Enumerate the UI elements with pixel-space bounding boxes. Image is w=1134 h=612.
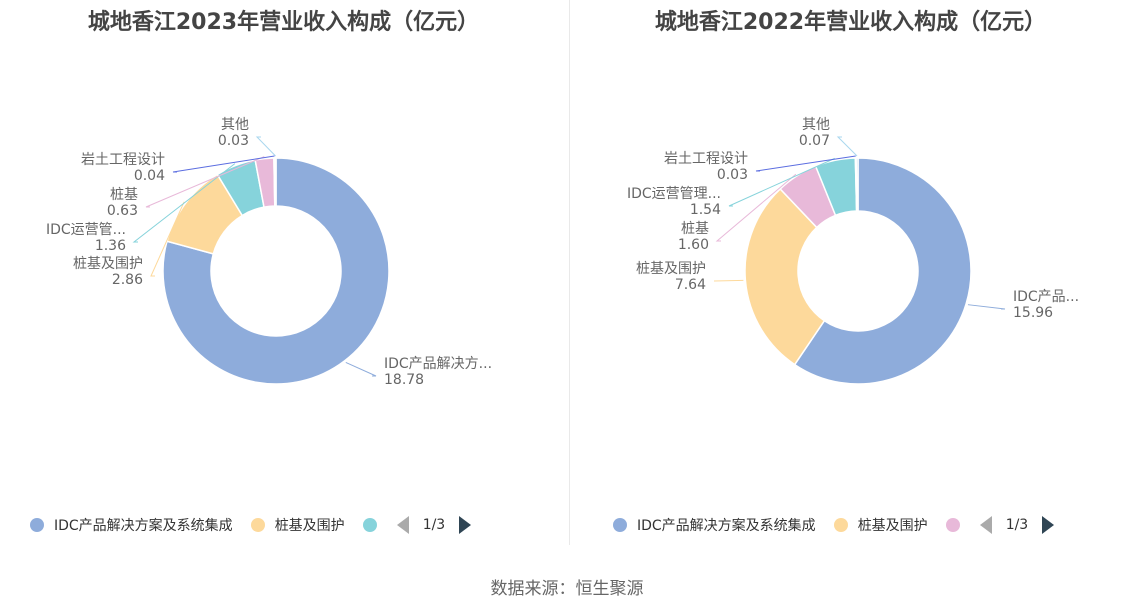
legend-pager: 1/3	[979, 516, 1055, 534]
legend-label: 桩基及围护	[857, 518, 928, 534]
label-leader-line	[132, 163, 236, 243]
slice-label: 桩基及围护	[73, 255, 143, 272]
label-leader-line	[715, 173, 797, 242]
panel-divider	[569, 0, 570, 545]
legend-item[interactable]: IDC产品解决方案及系统集成	[30, 515, 233, 535]
legend-page-number: 1/3	[1005, 517, 1029, 533]
slice-value-label: 1.54	[690, 202, 721, 218]
slice-label: IDC产品解决方...	[384, 356, 492, 372]
legend-label: IDC产品解决方案及系统集成	[54, 518, 233, 534]
slice-value-label: 0.03	[717, 167, 748, 183]
slice-label: 岩土工程设计	[664, 151, 748, 167]
legend-dot	[362, 518, 377, 532]
legend-dot	[945, 518, 960, 532]
label-leader-line	[145, 156, 265, 208]
next-page-icon[interactable]	[459, 516, 472, 534]
slice-label: 桩基	[681, 220, 709, 237]
slice-label: IDC运营管...	[46, 222, 126, 238]
prev-page-icon[interactable]	[396, 516, 409, 534]
next-page-icon[interactable]	[1042, 516, 1055, 534]
chart-2023: 城地香江2023年营业收入构成（亿元） IDC产品解决方... 18.78 桩基及围…	[0, 0, 567, 545]
chart-title: 城地香江2023年营业收入构成（亿元）	[87, 10, 480, 35]
label-leader-line	[713, 279, 744, 282]
slice-label: 其他	[221, 117, 249, 133]
slice-value-label: 1.36	[95, 238, 126, 254]
slice-label: IDC运营管理...	[627, 186, 721, 202]
slice-value-label: 0.03	[218, 133, 249, 149]
slice-value-label: 1.60	[678, 237, 709, 253]
legend-label: 桩基及围护	[274, 518, 345, 534]
label-leader-line	[255, 136, 276, 157]
legend-page-number: 1/3	[422, 517, 446, 533]
prev-page-icon[interactable]	[979, 516, 992, 534]
slice-label: 岩土工程设计	[81, 152, 165, 168]
label-leader-line	[172, 155, 275, 173]
slice-value-label: 2.86	[112, 272, 143, 288]
label-leader-line	[836, 136, 858, 157]
slice-value-label: 7.64	[675, 277, 706, 293]
slice-value-label: 15.96	[1013, 305, 1053, 321]
legend-dot	[30, 518, 44, 532]
legend-dot	[613, 518, 627, 532]
slice-label: 桩基及围护	[636, 260, 706, 277]
slice-label: 桩基	[110, 186, 138, 203]
pie-slice[interactable]	[744, 187, 826, 366]
legend-dot	[250, 518, 265, 532]
label-leader-line	[755, 155, 856, 172]
slice-value-label: 0.04	[134, 168, 165, 184]
slice-value-label: 0.07	[799, 133, 830, 149]
legend: IDC产品解决方案及系统集成 桩基及围护 1/3	[30, 513, 472, 537]
legend-pager: 1/3	[396, 516, 472, 534]
slice-value-label: 0.63	[107, 203, 138, 219]
pie-slice[interactable]	[793, 157, 972, 385]
legend-label: IDC产品解决方案及系统集成	[637, 518, 816, 534]
slice-label: IDC产品...	[1013, 289, 1079, 305]
label-leader-line	[150, 201, 185, 277]
label-leader-line	[728, 157, 835, 207]
legend-item[interactable]: 桩基及围护	[250, 515, 345, 535]
legend-item[interactable]	[362, 518, 387, 532]
pie-slice[interactable]	[855, 157, 859, 212]
label-leader-line	[345, 361, 377, 377]
legend-item[interactable]: IDC产品解决方案及系统集成	[613, 515, 816, 535]
slice-label: 其他	[802, 117, 830, 133]
pie-slice[interactable]	[162, 157, 390, 385]
legend-dot	[833, 518, 848, 532]
pie-slice[interactable]	[274, 157, 277, 207]
label-leader-line	[967, 304, 1006, 310]
legend-item[interactable]	[945, 518, 970, 532]
slice-value-label: 18.78	[384, 372, 424, 388]
data-source: 数据来源：恒生聚源	[490, 579, 644, 599]
chart-2022: 城地香江2022年营业收入构成（亿元） IDC产品... 15.96 桩基及围护 7.…	[567, 0, 1134, 545]
legend-item[interactable]: 桩基及围护	[833, 515, 928, 535]
chart-title: 城地香江2022年营业收入构成（亿元）	[654, 10, 1047, 35]
legend: IDC产品解决方案及系统集成 桩基及围护 1/3	[613, 513, 1055, 537]
